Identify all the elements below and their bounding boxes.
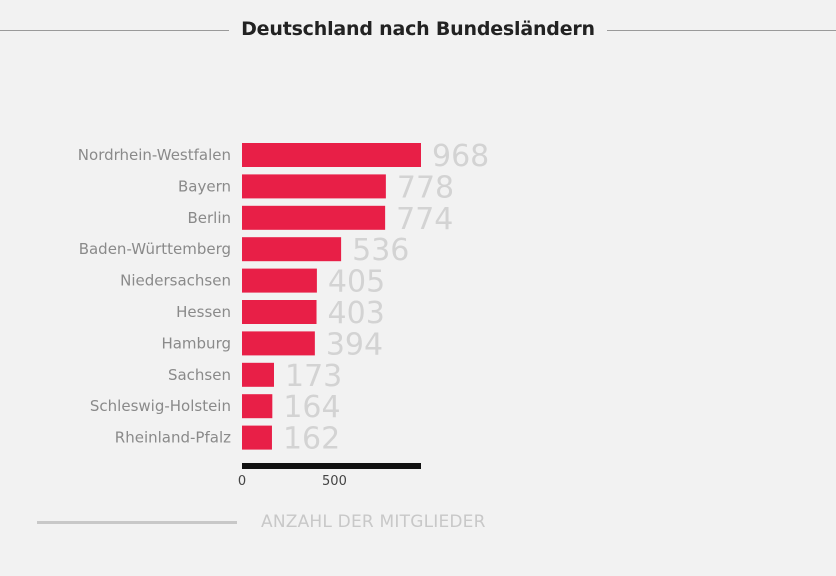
value-label-4: 536 xyxy=(352,233,409,268)
value-label-1: 968 xyxy=(432,139,489,174)
category-label-10: Rheinland-Pfalz xyxy=(115,429,231,447)
category-label-3: Berlin xyxy=(187,209,231,227)
category-label-9: Schleswig-Holstein xyxy=(90,397,231,415)
bar-5 xyxy=(242,268,317,293)
bar-10 xyxy=(242,425,272,450)
category-label-4: Baden-Württemberg xyxy=(79,240,231,258)
bar-9 xyxy=(242,394,273,419)
value-label-10: 162 xyxy=(283,422,340,457)
title-rule-right xyxy=(596,30,836,31)
bar-2 xyxy=(242,174,386,199)
category-label-6: Hessen xyxy=(176,303,231,321)
bar-4 xyxy=(242,237,342,262)
value-label-6: 403 xyxy=(328,296,385,331)
bar-3 xyxy=(242,205,386,230)
x-tick-label-1: 0 xyxy=(238,474,246,489)
x-axis xyxy=(242,463,421,469)
value-label-3: 774 xyxy=(396,202,453,237)
category-label-5: Niedersachsen xyxy=(120,272,231,290)
category-label-8: Sachsen xyxy=(168,366,231,384)
title-rule-left xyxy=(0,30,240,31)
bar-6 xyxy=(242,300,317,324)
x-tick-label-2: 500 xyxy=(322,474,347,489)
category-label-7: Hamburg xyxy=(161,334,231,352)
value-label-7: 394 xyxy=(326,327,383,362)
legend-label: ANZAHL DER MITGLIEDER xyxy=(261,512,486,532)
value-label-8: 173 xyxy=(285,359,342,394)
category-label-2: Bayern xyxy=(178,177,231,195)
category-label-1: Nordrhein-Westfalen xyxy=(78,146,231,164)
chart-title-text: Deutschland nach Bundesländern xyxy=(229,18,607,40)
bar-7 xyxy=(242,331,315,356)
value-label-2: 778 xyxy=(397,170,454,205)
bar-8 xyxy=(242,362,274,387)
bar-1 xyxy=(242,143,421,167)
legend-line xyxy=(37,521,237,524)
value-label-5: 405 xyxy=(328,265,385,300)
value-label-9: 164 xyxy=(283,390,340,425)
chart-title: Deutschland nach Bundesländern xyxy=(0,18,836,40)
